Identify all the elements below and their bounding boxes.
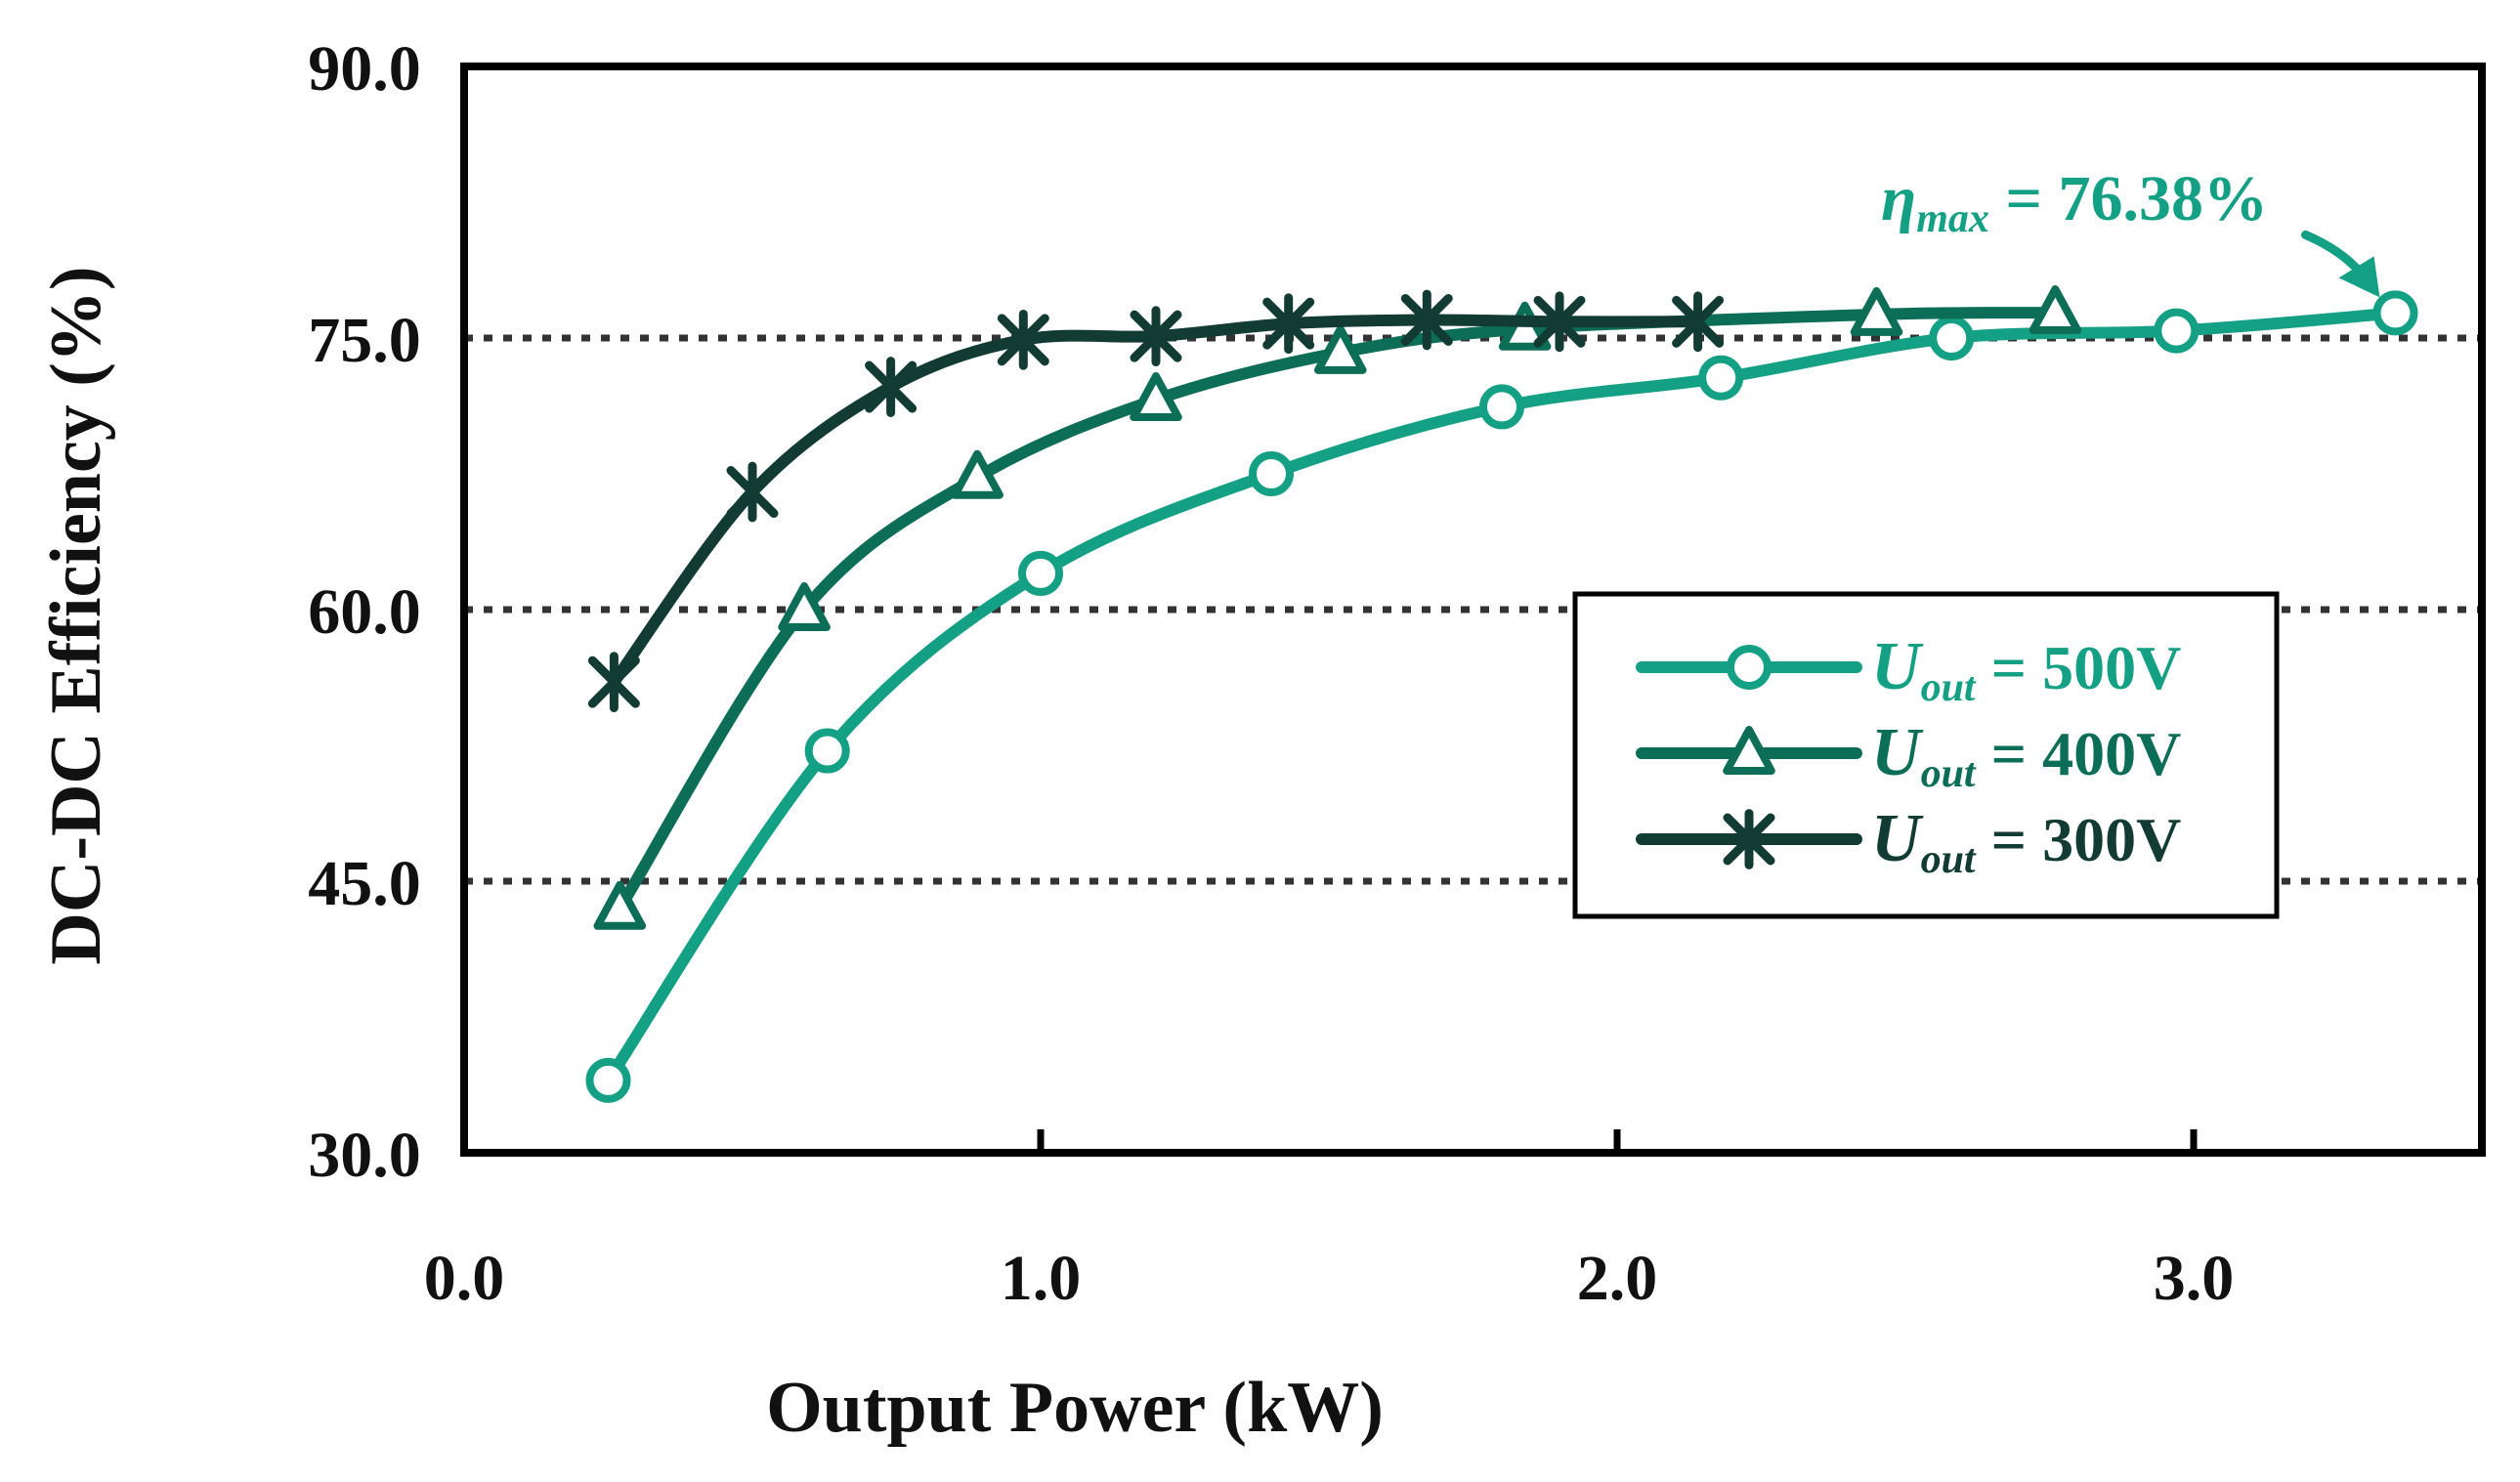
legend-value: = 300V	[1976, 805, 2182, 874]
y-tick-label: 90.0	[308, 33, 421, 105]
legend-label: Uout = 300V	[1871, 801, 2181, 882]
series-point	[1314, 324, 1367, 374]
series-point	[587, 652, 640, 713]
legend-symbol: U	[1871, 801, 1924, 876]
series-point	[1018, 550, 1063, 596]
series-point	[865, 357, 918, 417]
y-tick-label: 45.0	[308, 848, 421, 919]
plot-area-frame	[460, 63, 2486, 1157]
legend-value: = 400V	[1976, 719, 2182, 788]
series-point	[997, 309, 1049, 370]
y-tick-label: 75.0	[308, 305, 421, 376]
series-point	[1262, 293, 1315, 355]
x-tick-label: 0.0	[424, 1243, 505, 1314]
eta-value: = 76.38%	[1989, 163, 2268, 234]
series-point	[804, 728, 850, 774]
y-tick-label: 30.0	[308, 1120, 421, 1191]
series-point	[1479, 384, 1524, 430]
legend-marker	[1723, 809, 1775, 869]
series-point	[585, 1057, 631, 1103]
legend-label: Uout = 400V	[1871, 715, 2181, 796]
legend-subscript: out	[1921, 665, 1977, 710]
legend-marker	[1727, 645, 1772, 690]
y-axis-title: DC-DC Efficiency (%)	[36, 266, 116, 964]
series-point	[1400, 289, 1453, 351]
series-point	[1249, 451, 1294, 496]
x-axis-title: Output Power (kW)	[766, 1368, 1384, 1448]
x-tick-label: 2.0	[1577, 1243, 1658, 1314]
series-point	[593, 880, 647, 930]
series-point	[1698, 355, 1744, 401]
series-0	[585, 290, 2418, 1103]
series-point	[1130, 372, 1182, 422]
legend-label: Uout = 500V	[1871, 629, 2181, 710]
axis-ticks: 30.0 45.0 60.0 75.0 90.0 0.0 1.0 2.0 3.0	[308, 33, 2234, 1314]
series-layer	[585, 285, 2418, 1103]
legend-subscript: out	[1921, 751, 1977, 796]
legend-symbol: U	[1871, 629, 1924, 704]
series-1	[593, 285, 2082, 930]
series-point	[1850, 286, 1903, 336]
series-2	[587, 289, 1725, 713]
legend-marker	[1723, 726, 1775, 775]
series-point	[2372, 290, 2418, 336]
eta-symbol: η	[1881, 163, 1916, 234]
series-point	[1533, 291, 1586, 353]
legend-symbol: U	[1871, 715, 1924, 790]
series-point	[778, 582, 831, 631]
eta-max-label: ηmax = 76.38%	[1881, 163, 2268, 241]
x-tick-label: 3.0	[2154, 1243, 2235, 1314]
series-point	[726, 461, 779, 523]
series-point	[1130, 306, 1182, 367]
eta-max-annotation: ηmax = 76.38%	[1881, 163, 2380, 298]
legend-subscript: out	[1921, 837, 1977, 882]
series-point	[2154, 308, 2200, 354]
annotation-arrow-head	[2338, 256, 2380, 298]
legend-value: = 500V	[1976, 633, 2182, 702]
series-point	[1672, 291, 1725, 353]
x-tick-label: 1.0	[1001, 1243, 1082, 1314]
eta-subscript: max	[1916, 196, 1989, 241]
series-point	[1929, 316, 1975, 360]
y-tick-label: 60.0	[308, 576, 421, 648]
series-point	[951, 449, 1004, 499]
series-point	[2029, 285, 2082, 335]
